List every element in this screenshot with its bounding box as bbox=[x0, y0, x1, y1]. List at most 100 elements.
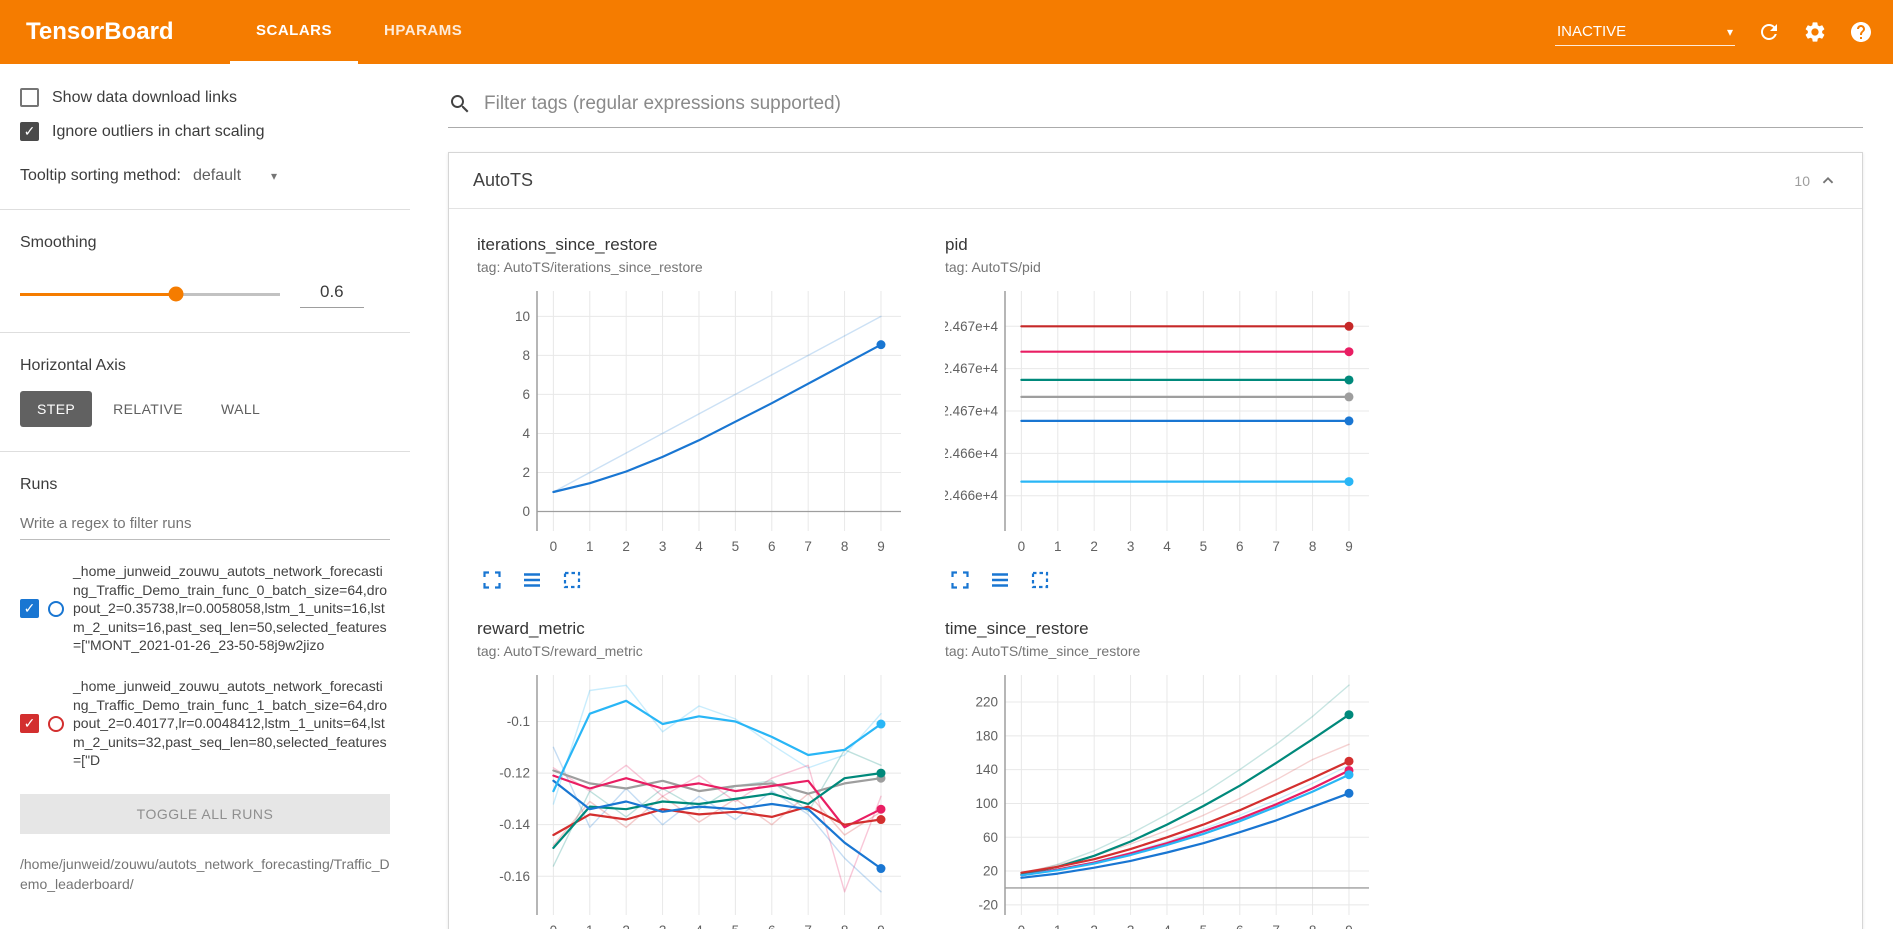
chart-toolbar bbox=[945, 569, 1375, 591]
svg-text:1: 1 bbox=[586, 923, 594, 929]
svg-text:8: 8 bbox=[841, 923, 849, 929]
svg-text:0: 0 bbox=[1018, 539, 1026, 554]
chart-title: pid bbox=[945, 235, 968, 254]
run-item[interactable]: ✓ _home_junweid_zouwu_autots_network_for… bbox=[20, 562, 390, 655]
chart-plot[interactable]: 0 1 2 3 4 5 6 7 8 9 -0.1 -0.12 -0.14 -0.16 bbox=[477, 665, 907, 929]
svg-text:-20: -20 bbox=[978, 897, 998, 912]
runs-list: ✓ _home_junweid_zouwu_autots_network_for… bbox=[20, 562, 390, 770]
fit-domain-icon[interactable] bbox=[561, 569, 583, 591]
svg-text:6: 6 bbox=[1236, 923, 1244, 929]
chart-toolbar bbox=[477, 569, 907, 591]
svg-text:2.466e+4: 2.466e+4 bbox=[945, 488, 998, 503]
svg-text:7: 7 bbox=[1272, 539, 1280, 554]
smoothing-slider-fill bbox=[20, 292, 176, 296]
log-scale-icon[interactable] bbox=[989, 569, 1011, 591]
tab-scalars[interactable]: SCALARS bbox=[230, 0, 359, 64]
run-name: _home_junweid_zouwu_autots_network_forec… bbox=[73, 678, 388, 769]
haxis-step-button[interactable]: STEP bbox=[20, 391, 93, 427]
svg-text:4: 4 bbox=[522, 426, 530, 441]
svg-text:3: 3 bbox=[1127, 923, 1135, 929]
chart-tag: tag: AutoTS/reward_metric bbox=[477, 643, 643, 659]
svg-text:220: 220 bbox=[975, 695, 998, 710]
app-title: TensorBoard bbox=[26, 18, 174, 45]
chart-plot[interactable]: 0 1 2 3 4 5 6 7 8 9 2.467e+4 2.467e+4 2.467e+4 2.466e… bbox=[945, 281, 1375, 567]
svg-text:2: 2 bbox=[622, 923, 630, 929]
tag-filter-input[interactable] bbox=[484, 93, 1863, 115]
tab-hparams[interactable]: HPARAMS bbox=[384, 22, 463, 39]
svg-text:8: 8 bbox=[841, 539, 849, 554]
divider bbox=[0, 209, 410, 210]
svg-text:3: 3 bbox=[1127, 539, 1135, 554]
run-solo-radio[interactable] bbox=[48, 715, 64, 732]
run-item[interactable]: ✓ _home_junweid_zouwu_autots_network_for… bbox=[20, 677, 390, 770]
status-dropdown[interactable]: INACTIVE ▾ bbox=[1555, 18, 1735, 46]
svg-text:2.466e+4: 2.466e+4 bbox=[945, 446, 998, 461]
run-checkbox[interactable]: ✓ bbox=[20, 599, 39, 619]
smoothing-slider[interactable] bbox=[20, 286, 280, 302]
chart-card: reward_metric tag: AutoTS/reward_metric … bbox=[477, 619, 907, 929]
fit-domain-icon[interactable] bbox=[1029, 569, 1051, 591]
chart-title: reward_metric bbox=[477, 619, 585, 638]
smoothing-value[interactable]: 0.6 bbox=[300, 280, 364, 308]
svg-text:4: 4 bbox=[1163, 539, 1171, 554]
search-icon bbox=[448, 92, 472, 116]
section-count-badge: 10 bbox=[1794, 172, 1810, 189]
svg-text:2: 2 bbox=[522, 465, 530, 480]
chevron-up-icon[interactable] bbox=[1818, 171, 1838, 191]
svg-text:5: 5 bbox=[732, 923, 740, 929]
run-checkbox[interactable]: ✓ bbox=[20, 714, 39, 734]
svg-text:3: 3 bbox=[659, 539, 667, 554]
haxis-relative-button[interactable]: RELATIVE bbox=[96, 391, 200, 427]
expand-chart-icon[interactable] bbox=[949, 569, 971, 591]
runs-filter-input[interactable] bbox=[20, 508, 390, 540]
chart-plot[interactable]: 0 1 2 3 4 5 6 7 8 9 0 2 4 6 8 10 bbox=[477, 281, 907, 567]
svg-text:9: 9 bbox=[1345, 539, 1353, 554]
svg-text:6: 6 bbox=[768, 539, 776, 554]
chart-plot[interactable]: 0 1 2 3 4 5 6 7 8 9 -20 20 60 100 140 180 220 bbox=[945, 665, 1375, 929]
main-content: AutoTS 10 iterations_since_restore tag: … bbox=[410, 64, 1893, 929]
svg-text:0: 0 bbox=[550, 539, 558, 554]
tab-bar: SCALARS HPARAMS bbox=[230, 0, 488, 64]
smoothing-label: Smoothing bbox=[20, 234, 97, 251]
tooltip-sorting-select[interactable]: default ▾ bbox=[193, 167, 277, 185]
app-header: TensorBoard SCALARS HPARAMS INACTIVE ▾ bbox=[0, 0, 1893, 64]
divider bbox=[0, 332, 410, 333]
show-download-links-row[interactable]: Show data download links bbox=[20, 88, 390, 107]
svg-text:7: 7 bbox=[804, 539, 812, 554]
haxis-wall-button[interactable]: WALL bbox=[204, 391, 277, 427]
horizontal-axis-buttons: STEP RELATIVE WALL bbox=[20, 391, 390, 427]
svg-text:7: 7 bbox=[804, 923, 812, 929]
svg-text:-0.12: -0.12 bbox=[499, 766, 530, 781]
divider bbox=[0, 451, 410, 452]
charts-grid: iterations_since_restore tag: AutoTS/ite… bbox=[449, 209, 1862, 929]
chart-card: time_since_restore tag: AutoTS/time_sinc… bbox=[945, 619, 1375, 929]
svg-text:8: 8 bbox=[1309, 539, 1317, 554]
refresh-icon[interactable] bbox=[1757, 20, 1781, 44]
run-solo-radio[interactable] bbox=[48, 600, 64, 617]
chart-tag: tag: AutoTS/pid bbox=[945, 259, 1041, 275]
chart-title: time_since_restore bbox=[945, 619, 1089, 638]
sidebar: Show data download links ✓ Ignore outlie… bbox=[0, 64, 410, 929]
svg-text:8: 8 bbox=[1309, 923, 1317, 929]
section-header[interactable]: AutoTS 10 bbox=[449, 153, 1862, 209]
chevron-down-icon: ▾ bbox=[1726, 24, 1733, 39]
autots-section-card: AutoTS 10 iterations_since_restore tag: … bbox=[448, 152, 1863, 929]
ignore-outliers-checkbox[interactable]: ✓ bbox=[20, 122, 39, 141]
expand-chart-icon[interactable] bbox=[481, 569, 503, 591]
help-icon[interactable] bbox=[1849, 20, 1873, 44]
svg-text:2.467e+4: 2.467e+4 bbox=[945, 361, 998, 376]
show-download-links-checkbox[interactable] bbox=[20, 88, 39, 107]
svg-text:5: 5 bbox=[1200, 923, 1208, 929]
svg-text:0: 0 bbox=[522, 504, 530, 519]
ignore-outliers-row[interactable]: ✓ Ignore outliers in chart scaling bbox=[20, 122, 390, 141]
svg-text:2.467e+4: 2.467e+4 bbox=[945, 319, 998, 334]
svg-text:3: 3 bbox=[659, 923, 667, 929]
svg-text:140: 140 bbox=[975, 762, 998, 777]
smoothing-slider-knob[interactable] bbox=[168, 286, 184, 302]
toggle-all-runs-button[interactable]: TOGGLE ALL RUNS bbox=[20, 794, 390, 835]
svg-text:2: 2 bbox=[1090, 539, 1098, 554]
svg-text:0: 0 bbox=[550, 923, 558, 929]
log-scale-icon[interactable] bbox=[521, 569, 543, 591]
settings-gear-icon[interactable] bbox=[1803, 20, 1827, 44]
chart-tag: tag: AutoTS/iterations_since_restore bbox=[477, 259, 703, 275]
